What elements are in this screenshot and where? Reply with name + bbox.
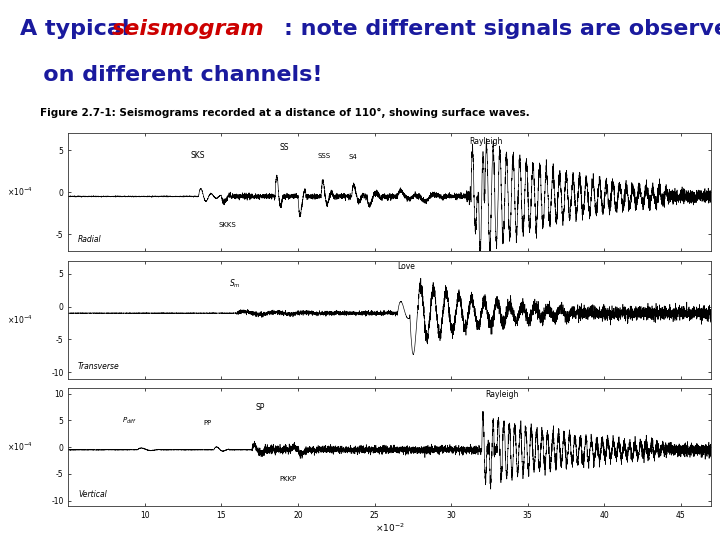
Text: Vertical: Vertical	[78, 490, 107, 499]
Text: SS: SS	[279, 143, 289, 152]
Text: S4: S4	[348, 154, 357, 160]
Text: Figure 2.7-1: Seismograms recorded at a distance of 110°, showing surface waves.: Figure 2.7-1: Seismograms recorded at a …	[40, 108, 529, 118]
X-axis label: $\times 10^{-2}$: $\times 10^{-2}$	[375, 521, 405, 534]
Text: Transverse: Transverse	[78, 362, 120, 372]
Text: $S_{m}$: $S_{m}$	[229, 278, 241, 291]
Text: SP: SP	[255, 403, 264, 413]
Text: $\times 10^{-4}$: $\times 10^{-4}$	[7, 314, 33, 326]
Text: $\times 10^{-4}$: $\times 10^{-4}$	[7, 186, 33, 198]
Text: A typical: A typical	[20, 19, 138, 39]
Text: SKS: SKS	[191, 151, 205, 160]
Text: seismogram: seismogram	[112, 19, 264, 39]
Text: Rayleigh: Rayleigh	[469, 137, 503, 146]
Text: $\times 10^{-4}$: $\times 10^{-4}$	[7, 441, 33, 453]
Text: Radial: Radial	[78, 235, 102, 244]
Text: Love: Love	[397, 261, 415, 271]
Text: PP: PP	[203, 420, 212, 426]
Text: SKKS: SKKS	[218, 221, 236, 227]
Text: on different channels!: on different channels!	[20, 65, 323, 85]
Text: PKKP: PKKP	[279, 476, 297, 482]
Text: $P_{diff}$: $P_{diff}$	[122, 415, 137, 426]
Text: : note different signals are observed: : note different signals are observed	[284, 19, 720, 39]
Text: Rayleigh: Rayleigh	[485, 390, 518, 399]
Text: SSS: SSS	[318, 153, 331, 159]
